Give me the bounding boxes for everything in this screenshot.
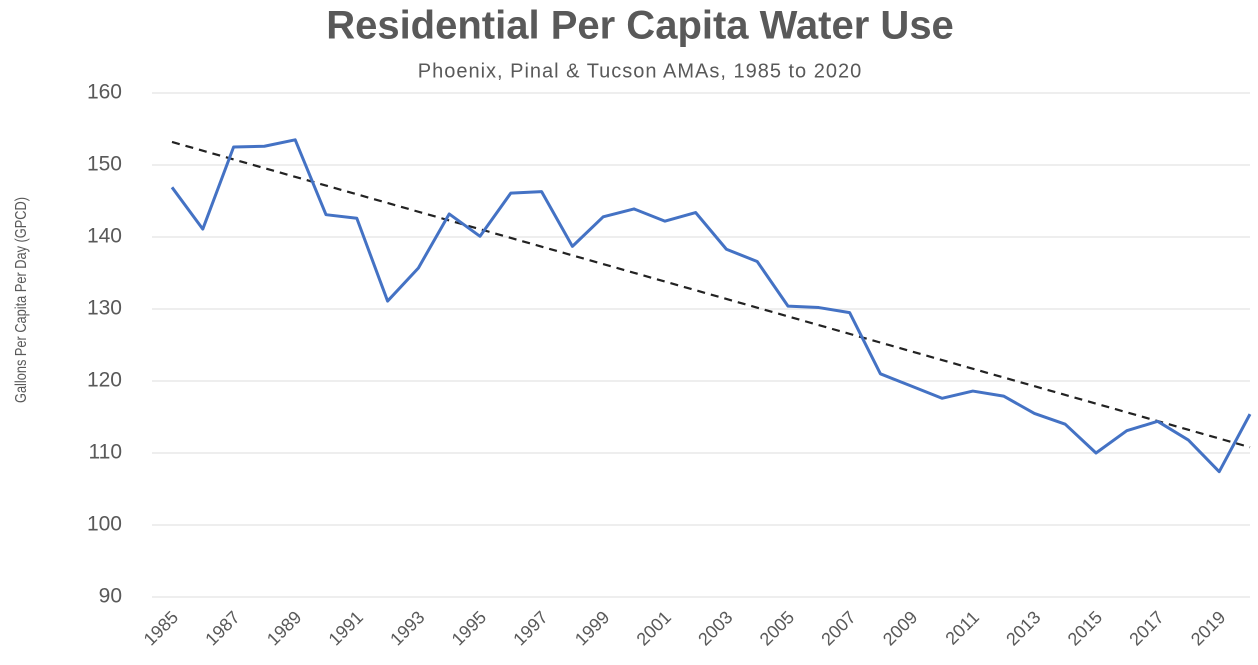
x-tick-label: 1995 [448,607,490,649]
x-tick-label: 2003 [694,607,736,649]
y-tick-label: 160 [87,81,122,104]
y-tick-label: 90 [99,585,122,608]
x-tick-label: 1997 [509,607,551,649]
x-tick-label: 1987 [201,607,243,649]
x-tick-label: 2005 [756,607,798,649]
x-tick-label: 2007 [817,607,859,649]
x-tick-label: 1993 [386,607,428,649]
y-tick-label: 150 [87,153,122,176]
chart-subtitle: Phoenix, Pinal & Tucson AMAs, 1985 to 20… [418,60,862,82]
x-tick-label: 2009 [879,607,921,649]
x-tick-label: 1999 [571,607,613,649]
y-tick-label: 110 [89,441,122,464]
chart-title: Residential Per Capita Water Use [326,4,954,48]
x-tick-label: 2019 [1187,607,1229,649]
x-tick-label: 2013 [1002,607,1044,649]
y-tick-label: 100 [87,513,122,536]
x-tick-label: 2001 [633,607,675,649]
y-axis-label: Gallons Per Capita Per Day (GPCD) [13,197,31,403]
y-tick-label: 140 [87,225,122,248]
y-tick-label: 120 [87,369,122,392]
x-tick-label: 2015 [1064,607,1106,649]
trend-line [171,140,1251,449]
data-line [170,138,1252,474]
x-tick-label: 1991 [325,607,367,649]
x-tick-label: 1985 [140,607,182,649]
x-tick-label: 2017 [1125,607,1167,649]
x-tick-label: 1989 [263,607,305,649]
y-tick-label: 130 [87,297,122,320]
x-tick-label: 2011 [941,607,983,649]
